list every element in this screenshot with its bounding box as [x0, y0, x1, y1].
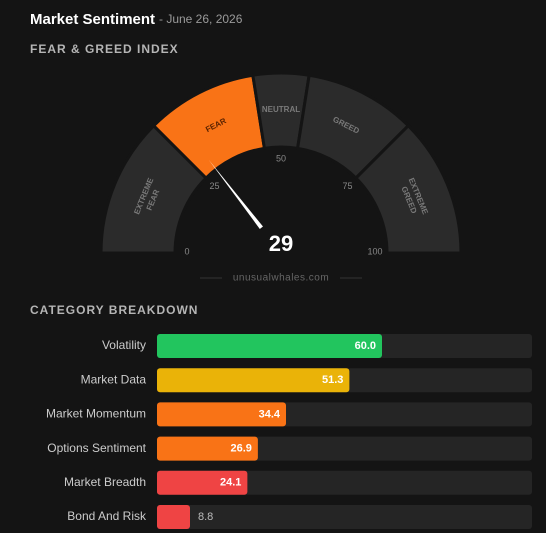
gauge-tick-label: 100 [367, 246, 382, 256]
category-label: Bond And Risk [67, 509, 147, 523]
date: - June 26, 2026 [159, 12, 243, 26]
watermark: unusualwhales.com [233, 273, 329, 284]
category-label: Volatility [102, 338, 146, 352]
value-label: 8.8 [198, 511, 213, 523]
category-label: Market Data [81, 372, 147, 386]
bar [157, 436, 258, 461]
bar [157, 505, 190, 529]
category-label: Options Sentiment [47, 441, 146, 455]
gauge-segment [353, 123, 463, 255]
bar [157, 470, 248, 495]
bar [157, 402, 286, 427]
value-label: 24.1 [220, 477, 241, 489]
gauge-value: 29 [269, 231, 293, 256]
title: Market Sentiment [30, 11, 155, 28]
category-label: Market Momentum [46, 407, 146, 421]
gauge-tick-label: 25 [210, 181, 220, 191]
category-label: Market Breadth [64, 475, 146, 489]
section-title: FEAR & GREED INDEX [30, 42, 179, 56]
gauge-tick-label: 75 [342, 181, 352, 191]
bar [157, 368, 350, 393]
gauge-tick-label: 50 [276, 153, 286, 163]
value-label: 51.3 [322, 374, 343, 386]
value-label: 26.9 [230, 443, 251, 455]
section-title: CATEGORY BREAKDOWN [30, 303, 198, 317]
gauge-tick-label: 0 [184, 246, 189, 256]
bar [157, 334, 382, 358]
value-label: 60.0 [355, 340, 376, 352]
segment-label: NEUTRAL [262, 105, 300, 114]
bar-track [157, 505, 532, 529]
bar-track [157, 470, 532, 495]
value-label: 34.4 [259, 408, 281, 420]
needle [208, 159, 263, 229]
